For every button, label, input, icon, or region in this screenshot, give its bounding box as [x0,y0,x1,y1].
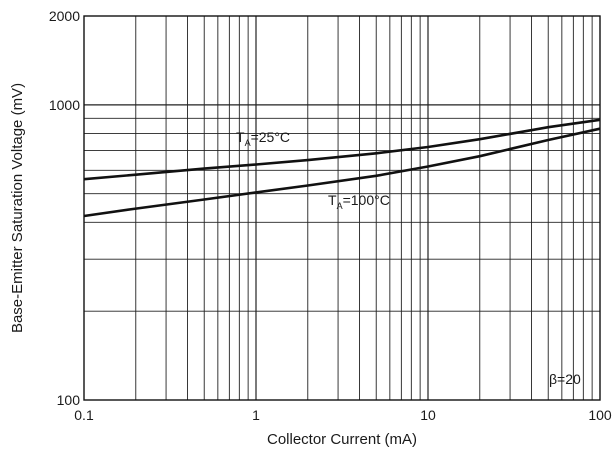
x-axis-title: Collector Current (mA) [267,431,417,448]
y-tick-label: 100 [57,392,81,408]
series-label-2: TA=100°C [328,192,390,211]
y-axis-title: Base-Emitter Saturation Voltage (mV) [9,83,26,333]
x-tick-label: 100 [588,407,612,423]
series-labels: TA=25°C TA=100°C [236,129,390,211]
series-line-1 [83,118,601,181]
y-tick-label: 2000 [49,8,80,24]
grid [84,16,600,400]
series-lines [83,118,601,218]
series-line-2 [83,127,601,218]
series-label-1: TA=25°C [236,129,290,148]
beta-annotation: β=20 [549,371,581,387]
x-tick-label: 0.1 [74,407,94,423]
tick-labels: 0.1 1 10 100 100 1000 2000 [49,8,612,423]
x-tick-label: 10 [420,407,436,423]
plot-frame [83,15,601,401]
x-tick-label: 1 [252,407,260,423]
y-tick-label: 1000 [49,97,80,113]
